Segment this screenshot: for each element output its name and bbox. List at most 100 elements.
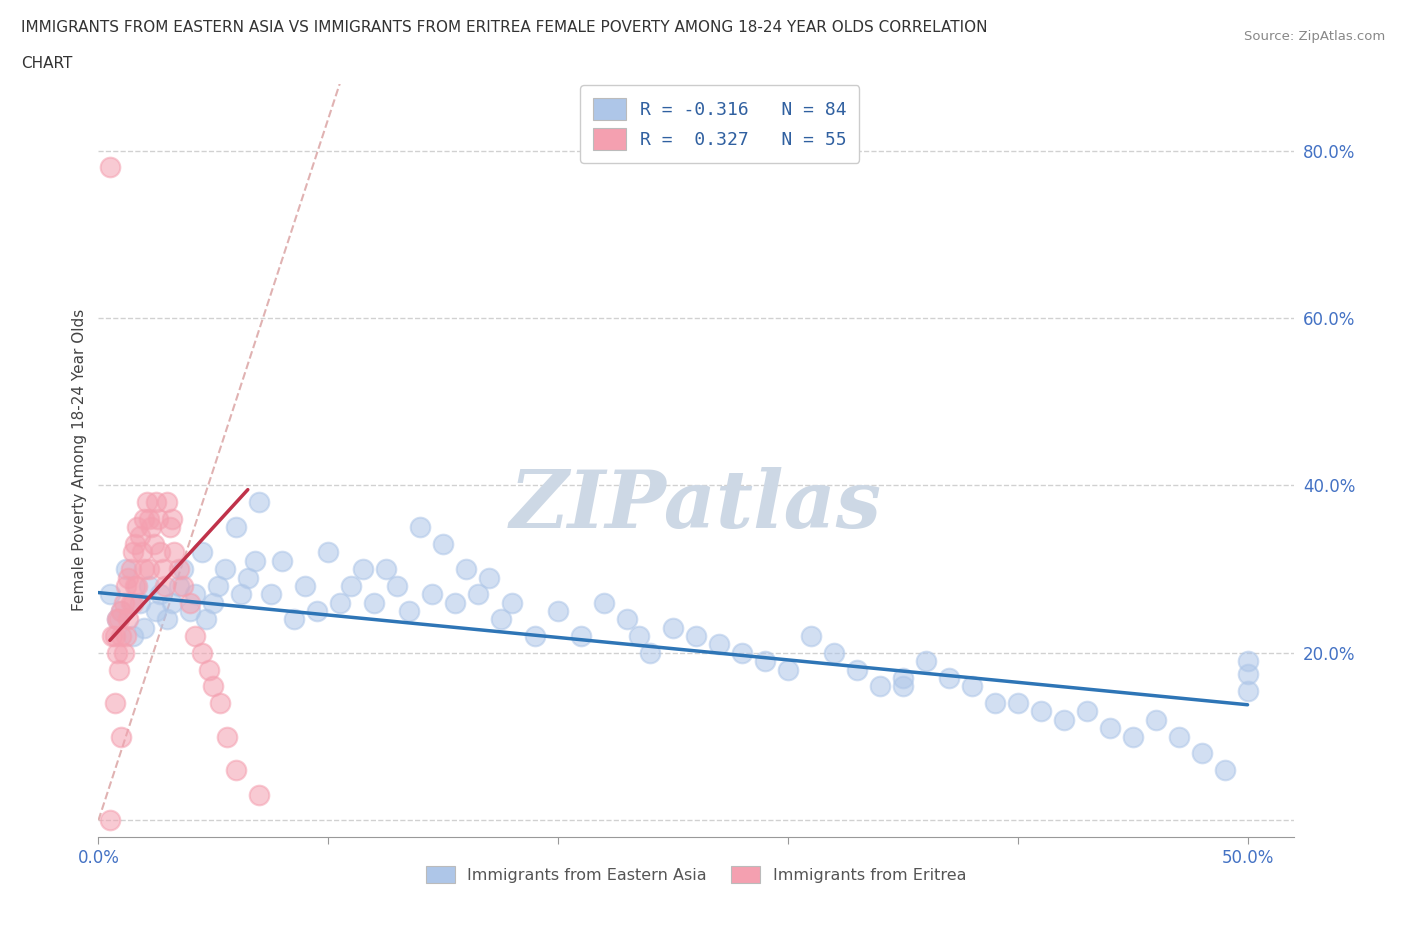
Point: [685, 629, 707, 644]
Point: [122, 595, 145, 610]
Point: [443, 595, 465, 610]
Point: [149, 545, 172, 560]
Point: [110, 604, 132, 618]
Point: [707, 637, 730, 652]
Point: [754, 654, 776, 669]
Point: [167, 578, 190, 593]
Point: [167, 562, 190, 577]
Point: [260, 587, 283, 602]
Point: [149, 587, 172, 602]
Point: [110, 729, 132, 744]
Point: [127, 578, 149, 593]
Point: [547, 604, 569, 618]
Point: [105, 612, 128, 627]
Point: [214, 562, 236, 577]
Point: [478, 570, 501, 585]
Point: [124, 578, 146, 593]
Point: [501, 595, 523, 610]
Point: [124, 537, 146, 551]
Point: [524, 629, 547, 644]
Point: [128, 595, 150, 610]
Point: [247, 788, 270, 803]
Point: [731, 645, 754, 660]
Point: [217, 729, 239, 744]
Point: [108, 612, 131, 627]
Point: [103, 696, 125, 711]
Point: [153, 578, 176, 593]
Point: [98, 160, 121, 175]
Point: [420, 587, 443, 602]
Point: [115, 562, 138, 577]
Point: [225, 763, 247, 777]
Point: [172, 578, 194, 593]
Point: [115, 629, 138, 644]
Point: [363, 595, 385, 610]
Point: [145, 604, 167, 618]
Point: [197, 662, 219, 677]
Text: Source: ZipAtlas.com: Source: ZipAtlas.com: [1244, 30, 1385, 43]
Point: [243, 553, 266, 568]
Point: [938, 671, 960, 685]
Point: [98, 587, 121, 602]
Point: [283, 612, 305, 627]
Point: [179, 604, 201, 618]
Point: [179, 595, 201, 610]
Point: [593, 595, 616, 610]
Point: [271, 553, 294, 568]
Point: [1236, 654, 1258, 669]
Point: [134, 620, 156, 635]
Point: [662, 620, 685, 635]
Point: [138, 512, 160, 526]
Point: [112, 645, 135, 660]
Point: [105, 645, 128, 660]
Point: [1076, 704, 1098, 719]
Point: [1098, 721, 1121, 736]
Point: [329, 595, 352, 610]
Point: [467, 587, 489, 602]
Point: [236, 570, 259, 585]
Point: [409, 520, 432, 535]
Point: [374, 562, 396, 577]
Point: [101, 629, 124, 644]
Point: [456, 562, 478, 577]
Point: [207, 578, 229, 593]
Point: [103, 629, 125, 644]
Point: [195, 612, 218, 627]
Point: [316, 545, 339, 560]
Point: [138, 562, 160, 577]
Point: [172, 562, 194, 577]
Point: [891, 679, 914, 694]
Point: [134, 512, 156, 526]
Point: [984, 696, 1007, 711]
Point: [156, 495, 179, 510]
Point: [191, 545, 214, 560]
Point: [385, 578, 409, 593]
Point: [108, 662, 131, 677]
Text: ZIPatlas: ZIPatlas: [510, 467, 882, 544]
Point: [131, 545, 153, 560]
Point: [1122, 729, 1144, 744]
Point: [110, 604, 132, 618]
Point: [209, 696, 232, 711]
Point: [1236, 666, 1258, 681]
Point: [914, 654, 936, 669]
Text: CHART: CHART: [21, 56, 73, 71]
Point: [160, 595, 183, 610]
Point: [638, 645, 661, 660]
Point: [352, 562, 374, 577]
Point: [160, 512, 183, 526]
Point: [202, 595, 225, 610]
Point: [891, 671, 914, 685]
Point: [184, 587, 207, 602]
Point: [128, 528, 150, 543]
Point: [127, 520, 149, 535]
Point: [142, 537, 165, 551]
Point: [489, 612, 512, 627]
Point: [225, 520, 247, 535]
Point: [115, 578, 138, 593]
Point: [112, 595, 135, 610]
Point: [869, 679, 891, 694]
Point: [960, 679, 983, 694]
Point: [1167, 729, 1189, 744]
Point: [191, 645, 214, 660]
